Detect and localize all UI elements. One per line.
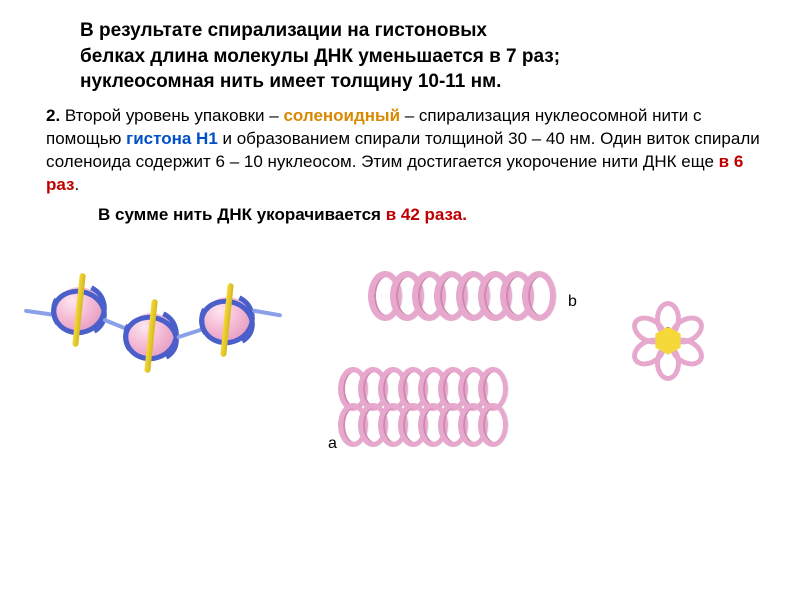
- solenoid-side-b: [368, 271, 800, 321]
- body-paragraph: 2. Второй уровень упаковки – соленоидный…: [28, 105, 772, 197]
- summary-line: В сумме нить ДНК укорачивается в 42 раза…: [28, 205, 772, 225]
- solenoid-ring-icon: [478, 403, 508, 447]
- label-a: a: [328, 435, 337, 453]
- body-seg1: Второй уровень упаковки –: [65, 106, 284, 125]
- label-b: b: [568, 293, 577, 311]
- heading-line1: В результате спирализации на гистоновых: [80, 20, 487, 41]
- heading-line2: белках длина молекулы ДНК уменьшается в …: [80, 46, 560, 67]
- histone-term: гистона Н1: [126, 129, 218, 148]
- solenoid-row-bottom: [348, 403, 508, 447]
- solenoid-term: соленоидный: [283, 106, 400, 125]
- heading-block: В результате спирализации на гистоновых …: [28, 18, 772, 95]
- nucleosome-3: [196, 289, 258, 351]
- heading-line3: нуклеосомная нить имеет толщину 10-11 нм…: [80, 71, 501, 92]
- solenoid-stack-a: [348, 367, 508, 447]
- summary-seg1: В сумме нить ДНК укорачивается: [98, 205, 386, 224]
- figure-area: b a: [28, 237, 772, 537]
- nucleosome-1: [48, 279, 110, 341]
- solenoid-end-view: [628, 301, 708, 381]
- list-number: 2.: [46, 106, 65, 125]
- solenoid-ring-icon: [522, 271, 556, 321]
- fortytwo-times: в 42 раза.: [386, 205, 467, 224]
- nucleosome-2: [120, 305, 182, 367]
- body-period: .: [75, 175, 80, 194]
- nucleosome-string: [38, 267, 278, 387]
